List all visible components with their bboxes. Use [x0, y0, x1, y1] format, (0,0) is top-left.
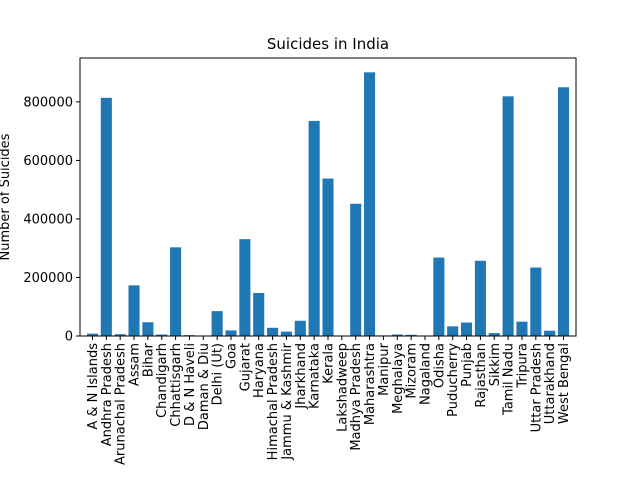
bar-6 [170, 247, 182, 336]
x-tick-label: Uttarakhand [543, 343, 558, 424]
x-tick-label: Tamil Nadu [502, 343, 517, 416]
x-tick-label: Gujarat [238, 343, 253, 391]
plot-frame [79, 57, 577, 337]
y-axis: 0 200000 400000 600000 800000 [23, 95, 80, 345]
x-tick-label: Kerala [322, 343, 337, 384]
bar-22 [391, 334, 403, 336]
y-tick-label: 800000 [23, 95, 73, 110]
x-tick-label: Andhra Pradesh [100, 343, 115, 446]
x-tick-label: Chandigarh [155, 343, 170, 418]
bar-1 [100, 97, 112, 336]
bar-26 [447, 326, 459, 336]
x-tick-label: Puducherry [446, 343, 461, 417]
x-tick-label: Haryana [252, 343, 267, 398]
bar-34 [557, 87, 570, 336]
bar-13 [267, 327, 279, 336]
x-tick-label: D & N Haveli [183, 343, 198, 426]
bar-32 [530, 267, 542, 336]
bar-17 [322, 178, 334, 336]
bar-30 [502, 96, 514, 336]
x-tick-label: Maharashtra [363, 343, 378, 425]
bar-20 [364, 72, 376, 336]
bar-2 [114, 334, 126, 336]
y-axis-label: Number of Suicides [0, 133, 13, 260]
bar-12 [253, 292, 265, 336]
y-tick-label: 600000 [23, 154, 73, 169]
x-tick-label: Odisha [432, 343, 447, 388]
x-tick-label: Madhya Pradesh [349, 343, 364, 451]
x-tick-label: Meghalaya [391, 343, 406, 414]
x-tick-label: Uttar Pradesh [529, 343, 544, 432]
x-tick-label: Nagaland [418, 343, 433, 405]
y-tick-label: 400000 [23, 212, 73, 227]
bar-0 [86, 333, 99, 336]
bar-11 [239, 239, 251, 336]
x-tick-label: Jharkhand [294, 343, 309, 410]
bar-15 [294, 320, 306, 336]
x-tick-label: Rajasthan [474, 343, 489, 408]
bars-group [86, 72, 570, 336]
x-tick-label: A & N Islands [86, 343, 101, 430]
x-tick-label: Bihar [141, 342, 156, 377]
x-tick-label: Assam [128, 343, 143, 386]
x-tick-label: Himachal Pradesh [266, 343, 281, 460]
bar-25 [433, 257, 445, 336]
bar-23 [405, 334, 417, 336]
x-tick-label: Delhi (Ut) [211, 343, 226, 405]
x-tick-label: Sikkim [488, 343, 503, 386]
x-tick-label: Goa [225, 343, 240, 369]
x-tick-label: Chhattisgarh [169, 343, 184, 427]
x-tick-label: Manipur [377, 342, 392, 396]
x-tick-label: Tripura [515, 343, 530, 389]
x-tick-label: Arunachal Pradesh [114, 343, 129, 465]
bar-10 [225, 330, 237, 336]
y-tick-label: 200000 [23, 271, 73, 286]
bar-27 [461, 322, 473, 336]
bar-29 [488, 333, 500, 336]
x-tick-label: Punjab [460, 343, 475, 387]
bar-31 [516, 321, 528, 336]
bar-33 [544, 330, 556, 336]
chart-title: Suicides in India [267, 35, 389, 53]
x-tick-label: Mizoram [405, 343, 420, 399]
x-tick-label: Lakshadweep [335, 343, 350, 432]
x-tick-label: West Bengal [557, 343, 572, 424]
bar-4 [142, 322, 154, 336]
bar-19 [350, 203, 362, 336]
bar-14 [280, 331, 292, 336]
bar-28 [474, 260, 486, 336]
x-tick-label: Daman & Diu [197, 343, 212, 430]
x-tick-label: Karnataka [308, 343, 323, 409]
bar-5 [156, 334, 168, 336]
y-tick-label: 0 [65, 330, 73, 345]
bar-3 [128, 285, 140, 336]
bar-16 [308, 120, 320, 336]
x-tick-label: Jammu & Kashmir [280, 342, 295, 460]
bar-9 [211, 311, 223, 336]
